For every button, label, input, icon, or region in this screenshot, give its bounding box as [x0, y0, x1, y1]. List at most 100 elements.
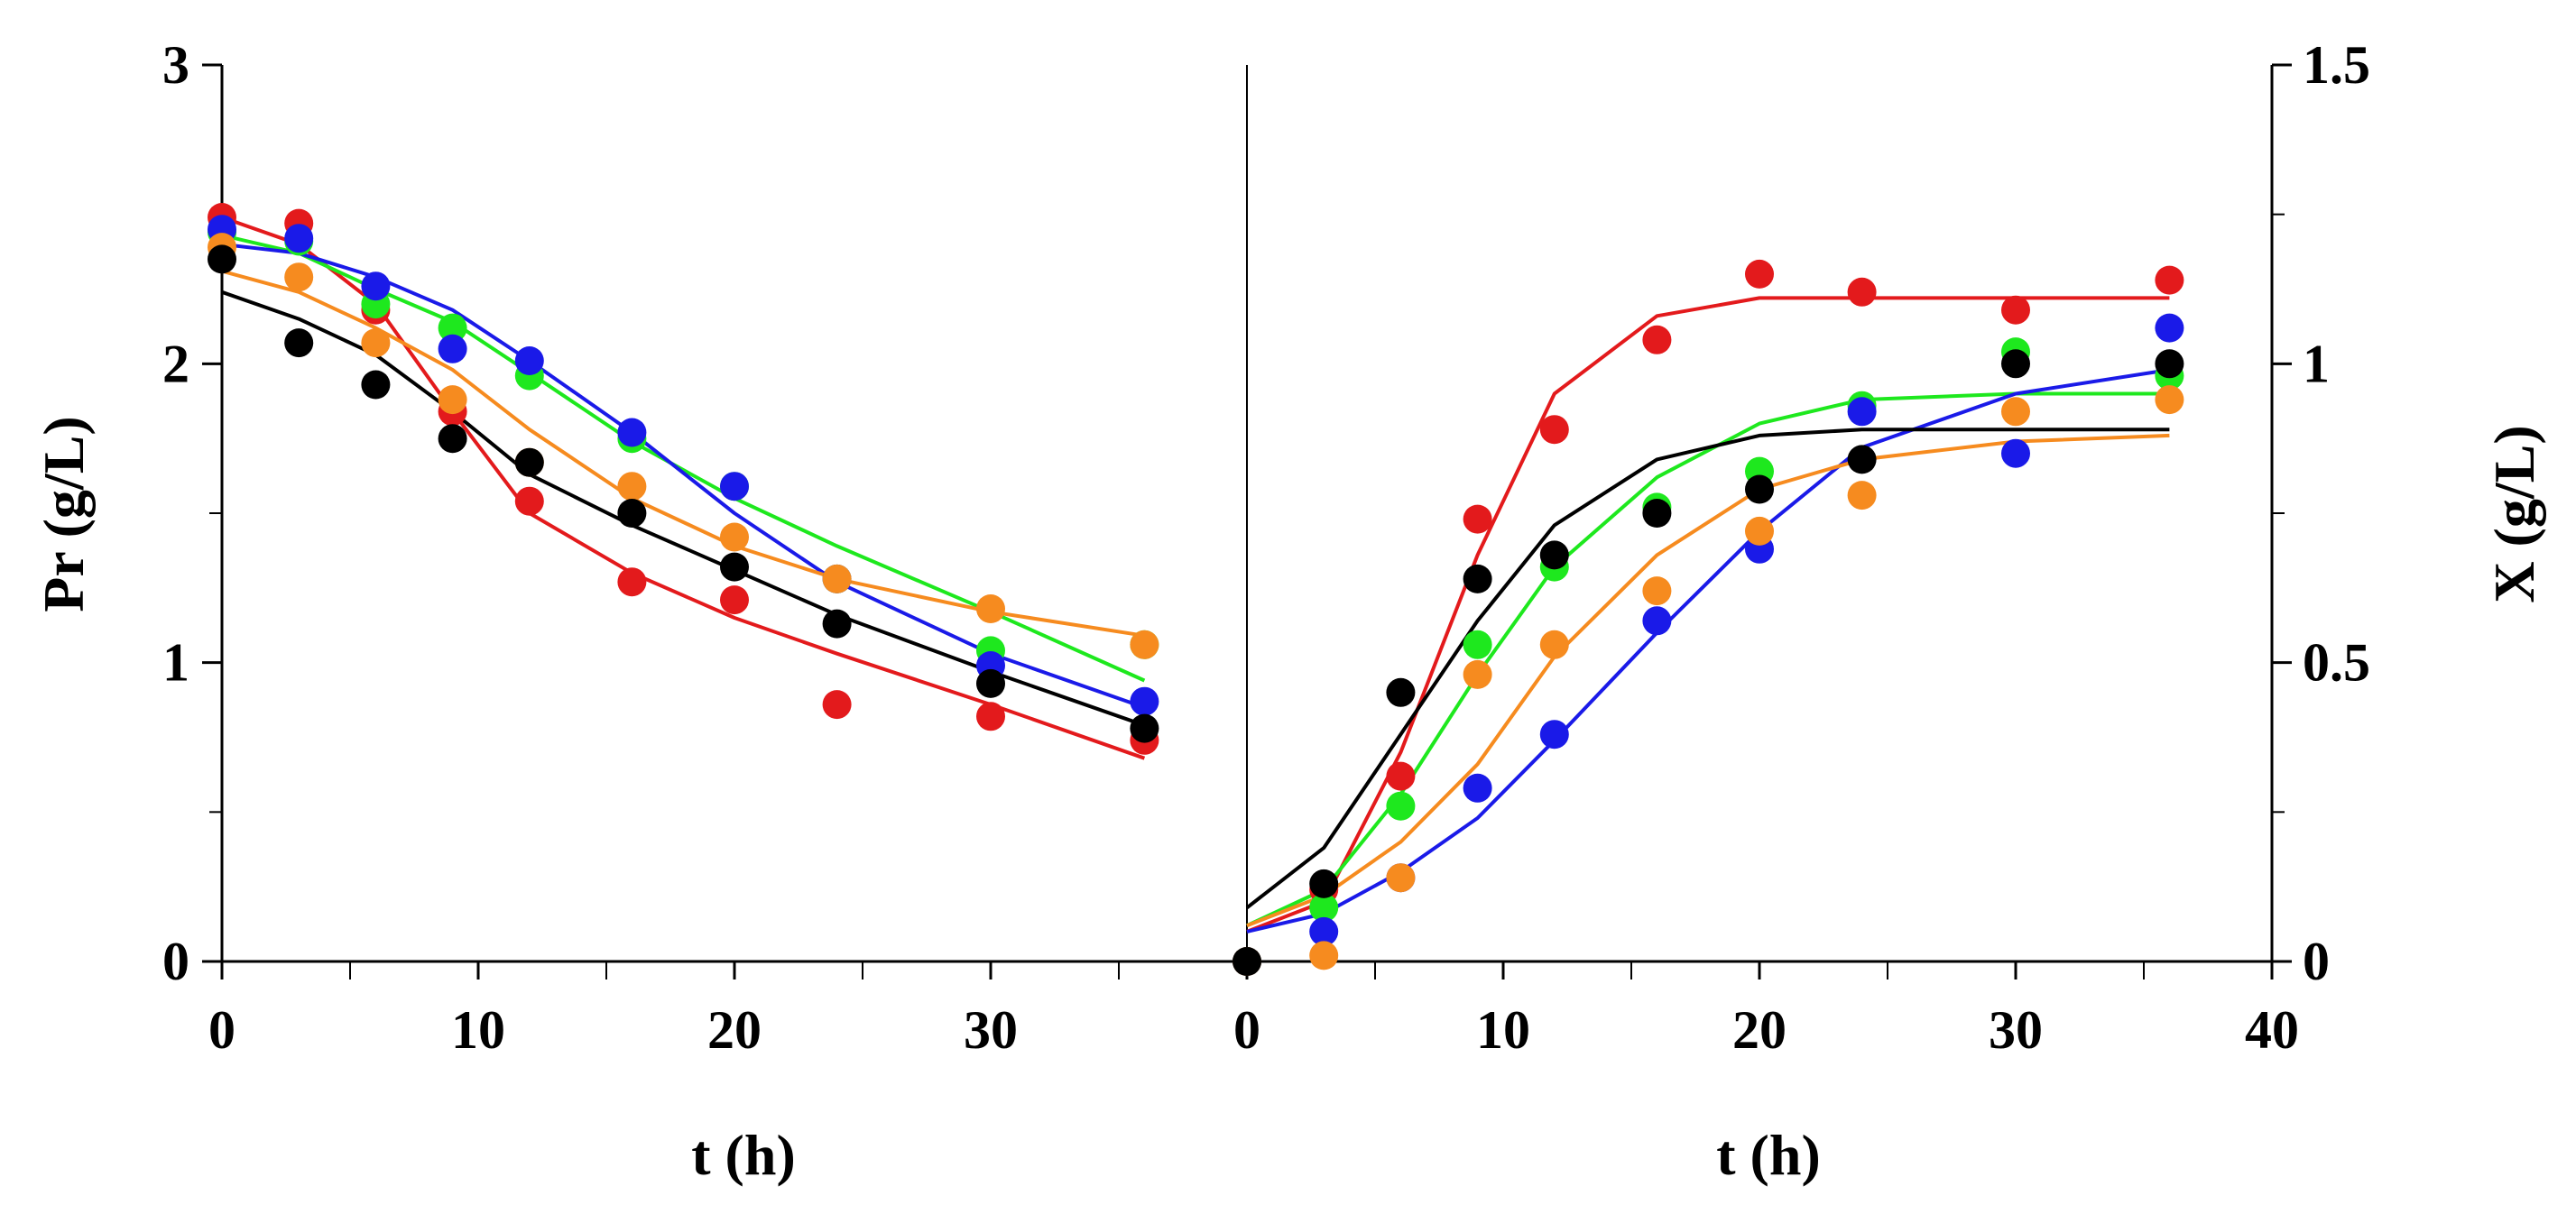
right-x-tick-label: 10: [1476, 1000, 1530, 1060]
left-y-tick-label: 3: [162, 35, 189, 95]
left-black-data-point: [514, 447, 544, 477]
right-black-data-point: [1386, 677, 1416, 707]
left-blue-data-point: [284, 224, 314, 253]
left-orange-fit-line: [221, 269, 1145, 638]
right-orange-data-point: [1642, 576, 1672, 606]
right-orange-data-point: [1386, 863, 1416, 893]
left-black-fit-line: [221, 290, 1146, 728]
right-black-data-point: [1309, 869, 1339, 898]
right-y-tick-label: 1: [2303, 334, 2330, 393]
left-blue-data-point: [617, 418, 647, 447]
left-orange-data-point: [438, 385, 467, 415]
right-blue-fit-line: [1246, 368, 2170, 933]
right-red-data-point: [1463, 504, 1492, 534]
left-blue-data-point: [361, 271, 391, 301]
right-green-data-point: [1463, 630, 1492, 659]
right-orange-data-point: [2001, 397, 2030, 427]
left-red-data-point: [822, 690, 852, 720]
right-red-data-point: [1386, 761, 1416, 791]
right-green-data-point: [1386, 791, 1416, 821]
right-blue-data-point: [1309, 916, 1339, 946]
left-black-data-point: [361, 370, 391, 400]
right-black-data-point: [2155, 349, 2184, 379]
left-black-data-point: [208, 244, 236, 274]
left-orange-data-point: [822, 564, 852, 593]
left-red-data-point: [720, 585, 749, 615]
right-black-data-point: [2001, 349, 2030, 379]
left-x-axis-title: t (h): [691, 1123, 796, 1187]
left-y-axis-title: Pr (g/L): [32, 416, 96, 612]
left-plot-area: [208, 203, 1159, 760]
left-black-data-point: [617, 499, 647, 528]
left-axis-ticks: 0 10 20 30 0 1 2 3: [162, 35, 1120, 1060]
right-orange-data-point: [1745, 516, 1774, 546]
left-blue-data-point: [720, 472, 749, 501]
left-orange-data-point: [284, 262, 314, 292]
right-black-data-point: [1233, 947, 1261, 976]
right-orange-data-point: [2155, 385, 2184, 415]
left-x-tick-label: 30: [964, 1000, 1018, 1060]
right-red-data-point: [1642, 325, 1672, 354]
left-orange-data-point: [617, 472, 647, 501]
left-orange-data-point: [976, 594, 1005, 623]
left-orange-data-point: [1130, 630, 1159, 659]
right-orange-data-point: [1463, 659, 1492, 689]
left-black-data-point: [720, 552, 749, 582]
left-red-data-point: [617, 567, 647, 597]
left-red-data-point: [514, 486, 544, 516]
right-x-tick-label: 0: [1233, 1000, 1260, 1060]
right-black-fit-line: [1245, 428, 2170, 909]
right-orange-fit-line: [1246, 433, 2170, 928]
right-black-data-point: [1745, 474, 1774, 504]
right-x-axis-title: t (h): [1716, 1123, 1821, 1187]
right-blue-data-point: [2155, 313, 2184, 343]
right-blue-data-point: [1642, 606, 1672, 636]
right-blue-data-point: [1539, 720, 1569, 750]
right-red-data-point: [2155, 265, 2184, 295]
right-red-data-point: [1847, 277, 1877, 307]
right-red-data-point: [1539, 415, 1569, 445]
right-x-tick-label: 40: [2245, 1000, 2299, 1060]
right-green-fit-line: [1246, 391, 2170, 928]
right-red-fit-line: [1246, 296, 2170, 933]
left-red-fit-line: [221, 216, 1146, 760]
right-blue-data-point: [1463, 773, 1492, 803]
right-black-data-point: [1463, 564, 1492, 593]
right-green-data-point: [1309, 893, 1339, 923]
right-y-tick-label: 0.5: [2303, 633, 2370, 693]
left-green-fit-line: [221, 233, 1146, 683]
left-y-tick-label: 1: [162, 633, 189, 693]
right-orange-data-point: [1309, 941, 1339, 970]
left-orange-data-point: [361, 328, 391, 358]
right-y-axis-title: X (g/L): [2482, 425, 2546, 602]
right-y-tick-label: 0: [2303, 932, 2330, 991]
left-blue-data-point: [514, 346, 544, 375]
left-y-tick-label: 0: [162, 932, 189, 991]
right-x-tick-label: 20: [1732, 1000, 1787, 1060]
left-black-data-point: [438, 424, 467, 454]
right-blue-data-point: [1847, 397, 1877, 427]
left-y-tick-label: 2: [162, 334, 189, 393]
right-black-data-point: [1847, 445, 1877, 474]
left-black-data-point: [1130, 713, 1159, 743]
left-black-data-point: [284, 328, 314, 358]
right-orange-data-point: [1847, 481, 1877, 510]
left-blue-data-point: [438, 334, 467, 363]
right-x-tick-label: 30: [1989, 1000, 2043, 1060]
right-y-tick-label: 1.5: [2303, 35, 2370, 95]
right-black-data-point: [1642, 499, 1672, 528]
left-x-tick-label: 10: [451, 1000, 505, 1060]
right-red-data-point: [1745, 259, 1774, 289]
right-orange-data-point: [1539, 630, 1569, 659]
right-red-data-point: [2001, 295, 2030, 325]
right-black-data-point: [1539, 540, 1569, 570]
left-red-data-point: [976, 702, 1005, 731]
left-orange-data-point: [720, 522, 749, 552]
left-blue-fit-line: [221, 242, 1146, 710]
right-blue-data-point: [2001, 438, 2030, 468]
left-blue-data-point: [1130, 686, 1159, 716]
left-black-data-point: [822, 609, 852, 639]
left-x-tick-label: 0: [208, 1000, 235, 1060]
